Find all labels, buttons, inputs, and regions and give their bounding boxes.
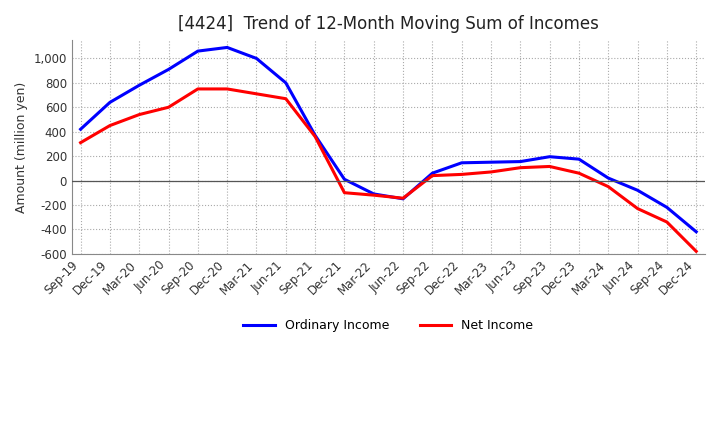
Ordinary Income bbox=[164, 67, 173, 72]
Net Income bbox=[76, 140, 85, 145]
Net Income bbox=[106, 123, 114, 128]
Net Income bbox=[634, 206, 642, 211]
Ordinary Income bbox=[575, 157, 583, 162]
Y-axis label: Amount (million yen): Amount (million yen) bbox=[15, 81, 28, 213]
Ordinary Income bbox=[428, 171, 437, 176]
Net Income bbox=[340, 190, 348, 195]
Net Income bbox=[399, 195, 408, 201]
Ordinary Income bbox=[340, 176, 348, 182]
Net Income bbox=[604, 184, 613, 189]
Net Income bbox=[282, 96, 290, 101]
Ordinary Income bbox=[135, 83, 143, 88]
Legend: Ordinary Income, Net Income: Ordinary Income, Net Income bbox=[238, 314, 539, 337]
Title: [4424]  Trend of 12-Month Moving Sum of Incomes: [4424] Trend of 12-Month Moving Sum of I… bbox=[178, 15, 599, 33]
Net Income bbox=[135, 112, 143, 117]
Net Income bbox=[194, 86, 202, 92]
Ordinary Income bbox=[516, 159, 525, 164]
Line: Ordinary Income: Ordinary Income bbox=[81, 48, 696, 232]
Ordinary Income bbox=[634, 187, 642, 193]
Ordinary Income bbox=[692, 229, 701, 235]
Net Income bbox=[369, 193, 378, 198]
Ordinary Income bbox=[457, 160, 466, 165]
Line: Net Income: Net Income bbox=[81, 89, 696, 251]
Ordinary Income bbox=[662, 205, 671, 210]
Net Income bbox=[575, 171, 583, 176]
Ordinary Income bbox=[76, 127, 85, 132]
Net Income bbox=[252, 91, 261, 96]
Net Income bbox=[516, 165, 525, 170]
Net Income bbox=[545, 164, 554, 169]
Ordinary Income bbox=[223, 45, 232, 50]
Net Income bbox=[311, 134, 320, 139]
Ordinary Income bbox=[604, 176, 613, 181]
Net Income bbox=[692, 249, 701, 254]
Ordinary Income bbox=[487, 160, 495, 165]
Net Income bbox=[223, 86, 232, 92]
Ordinary Income bbox=[106, 100, 114, 105]
Net Income bbox=[662, 220, 671, 225]
Ordinary Income bbox=[194, 48, 202, 54]
Ordinary Income bbox=[369, 191, 378, 197]
Ordinary Income bbox=[311, 133, 320, 138]
Ordinary Income bbox=[545, 154, 554, 159]
Net Income bbox=[487, 169, 495, 175]
Net Income bbox=[457, 172, 466, 177]
Ordinary Income bbox=[399, 196, 408, 202]
Net Income bbox=[428, 173, 437, 178]
Ordinary Income bbox=[252, 56, 261, 61]
Net Income bbox=[164, 105, 173, 110]
Ordinary Income bbox=[282, 80, 290, 85]
